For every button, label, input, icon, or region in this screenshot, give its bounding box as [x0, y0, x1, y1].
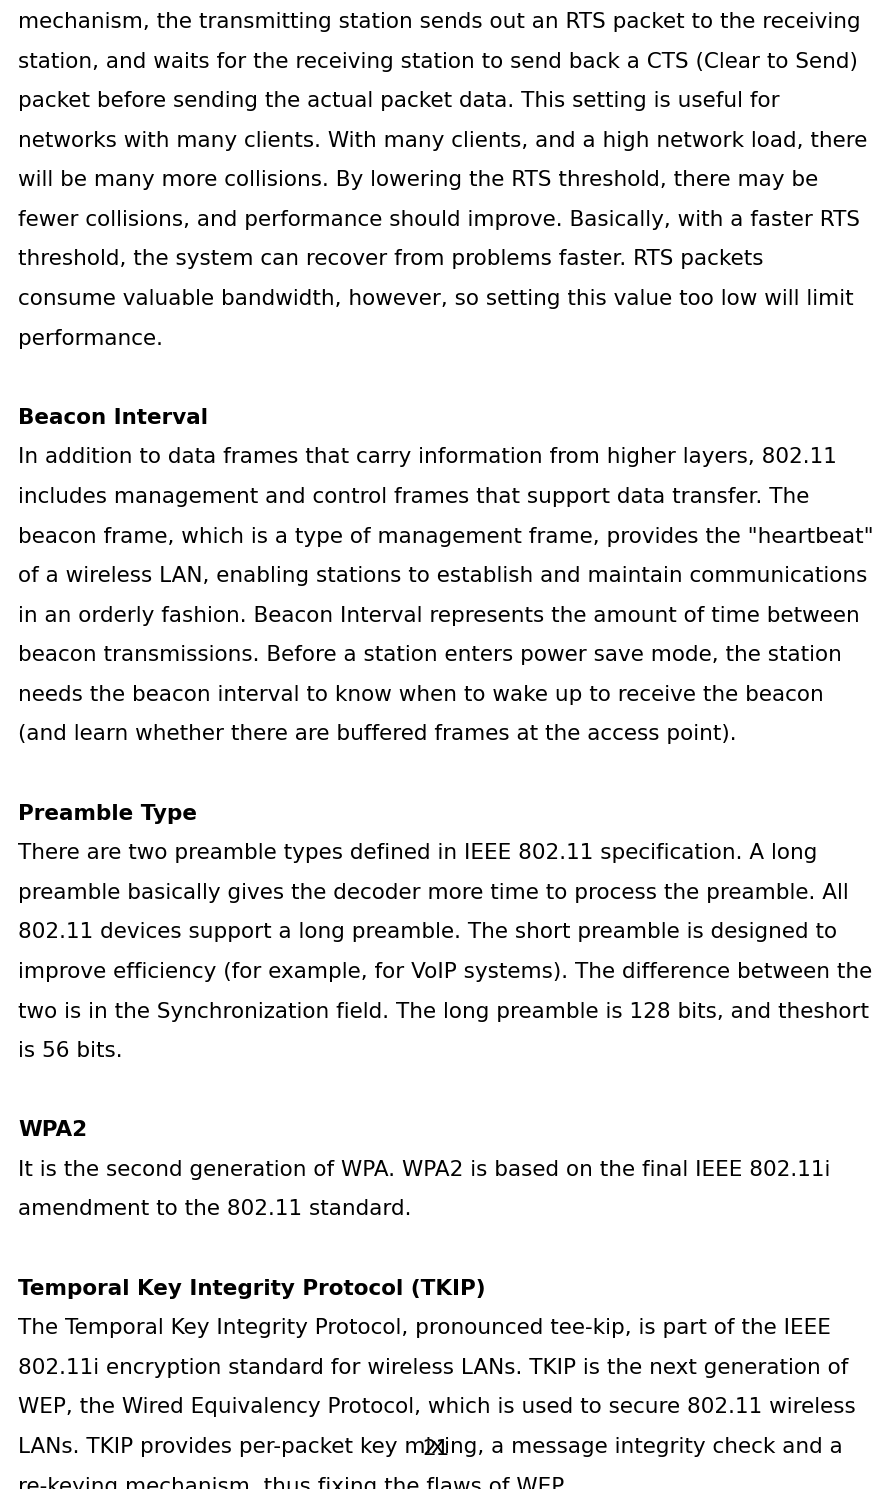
Text: LANs. TKIP provides per-packet key mixing, a message integrity check and a: LANs. TKIP provides per-packet key mixin… — [18, 1437, 842, 1458]
Text: beacon transmissions. Before a station enters power save mode, the station: beacon transmissions. Before a station e… — [18, 645, 842, 666]
Text: In addition to data frames that carry information from higher layers, 802.11: In addition to data frames that carry in… — [18, 447, 837, 468]
Text: mechanism, the transmitting station sends out an RTS packet to the receiving: mechanism, the transmitting station send… — [18, 12, 861, 31]
Text: There are two preamble types defined in IEEE 802.11 specification. A long: There are two preamble types defined in … — [18, 843, 817, 864]
Text: station, and waits for the receiving station to send back a CTS (Clear to Send): station, and waits for the receiving sta… — [18, 52, 858, 71]
Text: (and learn whether there are buffered frames at the access point).: (and learn whether there are buffered fr… — [18, 725, 737, 744]
Text: Temporal Key Integrity Protocol (TKIP): Temporal Key Integrity Protocol (TKIP) — [18, 1279, 485, 1298]
Text: Beacon Interval: Beacon Interval — [18, 408, 208, 427]
Text: re-keying mechanism, thus fixing the flaws of WEP.: re-keying mechanism, thus fixing the fla… — [18, 1477, 567, 1489]
Text: beacon frame, which is a type of management frame, provides the "heartbeat": beacon frame, which is a type of managem… — [18, 527, 873, 546]
Text: in an orderly fashion. Beacon Interval represents the amount of time between: in an orderly fashion. Beacon Interval r… — [18, 606, 860, 625]
Text: is 56 bits.: is 56 bits. — [18, 1041, 122, 1062]
Text: WPA2: WPA2 — [18, 1120, 87, 1141]
Text: amendment to the 802.11 standard.: amendment to the 802.11 standard. — [18, 1200, 411, 1219]
Text: 802.11i encryption standard for wireless LANs. TKIP is the next generation of: 802.11i encryption standard for wireless… — [18, 1358, 849, 1377]
Text: preamble basically gives the decoder more time to process the preamble. All: preamble basically gives the decoder mor… — [18, 883, 849, 902]
Text: two is in the Synchronization field. The long preamble is 128 bits, and theshort: two is in the Synchronization field. The… — [18, 1002, 869, 1021]
Text: Preamble Type: Preamble Type — [18, 804, 197, 823]
Text: WEP, the Wired Equivalency Protocol, which is used to secure 802.11 wireless: WEP, the Wired Equivalency Protocol, whi… — [18, 1397, 856, 1418]
Text: 21: 21 — [423, 1438, 450, 1459]
Text: 802.11 devices support a long preamble. The short preamble is designed to: 802.11 devices support a long preamble. … — [18, 922, 837, 943]
Text: fewer collisions, and performance should improve. Basically, with a faster RTS: fewer collisions, and performance should… — [18, 210, 860, 229]
Text: needs the beacon interval to know when to wake up to receive the beacon: needs the beacon interval to know when t… — [18, 685, 824, 704]
Text: The Temporal Key Integrity Protocol, pronounced tee-kip, is part of the IEEE: The Temporal Key Integrity Protocol, pro… — [18, 1318, 831, 1339]
Text: threshold, the system can recover from problems faster. RTS packets: threshold, the system can recover from p… — [18, 250, 764, 270]
Text: will be many more collisions. By lowering the RTS threshold, there may be: will be many more collisions. By lowerin… — [18, 170, 818, 191]
Text: packet before sending the actual packet data. This setting is useful for: packet before sending the actual packet … — [18, 91, 780, 112]
Text: includes management and control frames that support data transfer. The: includes management and control frames t… — [18, 487, 809, 506]
Text: of a wireless LAN, enabling stations to establish and maintain communications: of a wireless LAN, enabling stations to … — [18, 566, 868, 587]
Text: networks with many clients. With many clients, and a high network load, there: networks with many clients. With many cl… — [18, 131, 868, 150]
Text: performance.: performance. — [18, 329, 163, 348]
Text: It is the second generation of WPA. WPA2 is based on the final IEEE 802.11i: It is the second generation of WPA. WPA2… — [18, 1160, 830, 1179]
Text: consume valuable bandwidth, however, so setting this value too low will limit: consume valuable bandwidth, however, so … — [18, 289, 854, 310]
Text: improve efficiency (for example, for VoIP systems). The difference between the: improve efficiency (for example, for VoI… — [18, 962, 872, 983]
